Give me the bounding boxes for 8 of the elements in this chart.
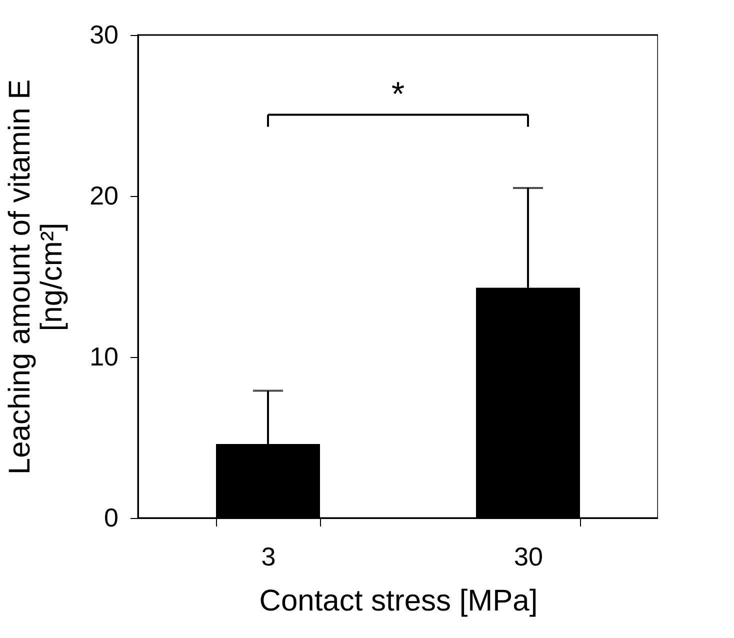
y-axis-title: Leaching amount of vitamin E [ng/cm²] [4,79,69,475]
x-axis-title: Contact stress [MPa] [259,584,538,618]
y-tick-label: 10 [90,342,118,372]
y-tick-label: 30 [90,20,118,50]
y-tick-label: 0 [104,502,118,532]
x-tick-label: 3 [261,542,276,572]
y-tick-label: 20 [90,180,118,210]
annotation: * [391,76,405,114]
